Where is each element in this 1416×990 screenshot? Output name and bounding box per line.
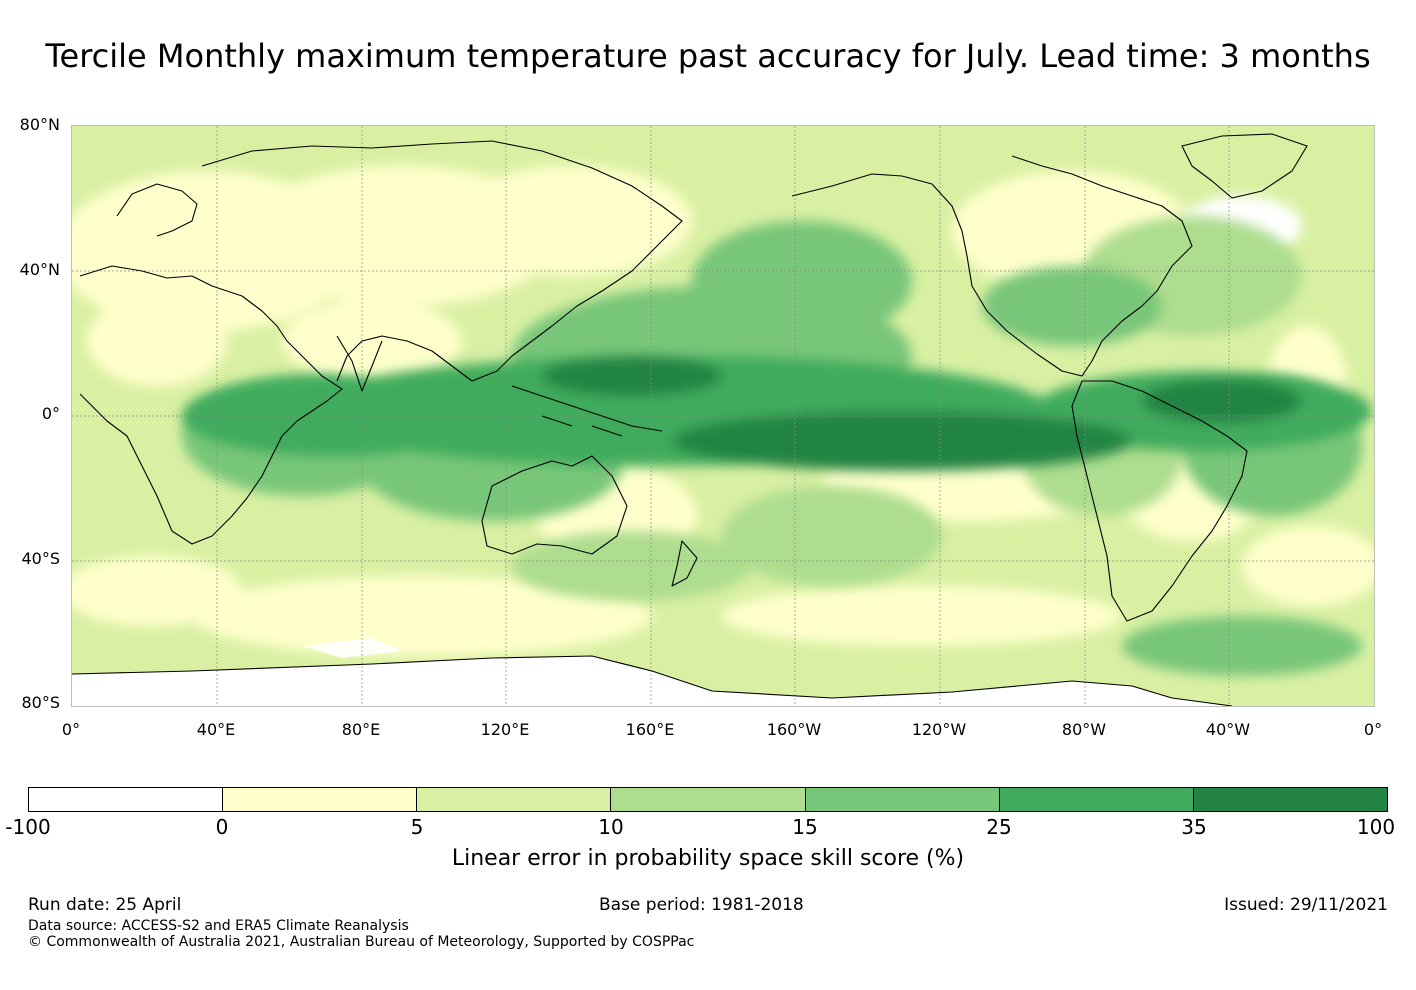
map-title: Tercile Monthly maximum temperature past… <box>45 37 1371 75</box>
graticule <box>72 126 1374 706</box>
colorbar-segment-1 <box>29 788 224 811</box>
colorbar-tick-8: 100 <box>1356 815 1396 839</box>
colorbar-tick-2: 0 <box>215 815 229 839</box>
colorbar-segment-2 <box>223 788 418 811</box>
lat-label-80s: 80°S <box>21 693 60 712</box>
coastline-new-zealand <box>671 540 698 587</box>
lat-label-40n: 40°N <box>19 260 60 279</box>
colorbar-segment-5 <box>805 788 1000 811</box>
coastline-europe-africa <box>79 265 343 545</box>
coastline-maritime-asia <box>511 385 663 437</box>
colorbar-tick-5: 15 <box>792 815 818 839</box>
coastlines <box>72 133 1308 706</box>
lon-label-160e: 160°E <box>625 720 675 739</box>
lat-label-80n: 80°N <box>19 115 60 134</box>
lon-label-0-right: 0° <box>1363 720 1383 739</box>
lon-label-80w: 80°W <box>1061 720 1107 739</box>
colorbar-tick-1: -100 <box>5 815 51 839</box>
colorbar-segment-7 <box>1193 788 1387 811</box>
lat-label-0: 0° <box>41 404 60 423</box>
colorbar-segment-3 <box>417 788 612 811</box>
copyright: © Commonwealth of Australia 2021, Austra… <box>28 934 695 950</box>
low-skill-regions <box>72 166 1374 656</box>
colorbar-tick-6: 25 <box>986 815 1012 839</box>
coastline-south-america <box>1071 380 1248 622</box>
colorbar-segment-6 <box>999 788 1194 811</box>
data-source: Data source: ACCESS-S2 and ERA5 Climate … <box>28 918 409 934</box>
colorbar-label: Linear error in probability space skill … <box>451 846 965 871</box>
lon-label-40w: 40°W <box>1205 720 1251 739</box>
lon-label-120w: 120°W <box>911 720 967 739</box>
southern-ocean-low-skill <box>302 638 402 658</box>
lon-label-80e: 80°E <box>341 720 381 739</box>
skill-score-map <box>71 125 1375 707</box>
coastline-greenland <box>1181 133 1308 199</box>
colorbar-tick-4: 10 <box>598 815 624 839</box>
base-period: Base period: 1981-2018 <box>599 895 804 915</box>
lat-label-40s: 40°S <box>21 549 60 568</box>
coastline-australia <box>481 455 628 555</box>
issued-date: Issued: 29/11/2021 <box>1224 895 1388 915</box>
run-date: Run date: 25 April <box>28 895 182 915</box>
colorbar-segment-4 <box>611 788 806 811</box>
colorbar-tick-3: 5 <box>410 815 424 839</box>
coastline-asia <box>201 140 683 382</box>
lon-label-160w: 160°W <box>766 720 822 739</box>
coastline-antarctica <box>72 655 1233 706</box>
lon-label-120e: 120°E <box>480 720 530 739</box>
lon-label-40e: 40°E <box>196 720 236 739</box>
high-skill-regions <box>182 356 1372 471</box>
colorbar-tick-7: 35 <box>1181 815 1207 839</box>
colorbar <box>28 787 1388 812</box>
antarctica-region <box>72 656 1232 706</box>
coastline-india <box>336 335 383 392</box>
lon-label-0-left: 0° <box>61 720 81 739</box>
coastline-north-america <box>791 155 1193 377</box>
coastline-scandinavia <box>116 183 198 237</box>
map-canvas <box>72 126 1374 706</box>
